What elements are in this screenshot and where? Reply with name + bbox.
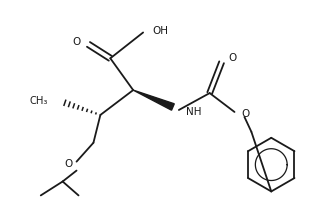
Text: O: O xyxy=(72,38,80,47)
Text: CH₃: CH₃ xyxy=(29,96,48,106)
Text: O: O xyxy=(241,109,250,119)
Text: O: O xyxy=(65,159,73,169)
Text: NH: NH xyxy=(186,107,201,117)
Text: O: O xyxy=(229,53,237,63)
Text: OH: OH xyxy=(152,26,168,36)
Polygon shape xyxy=(133,90,174,110)
